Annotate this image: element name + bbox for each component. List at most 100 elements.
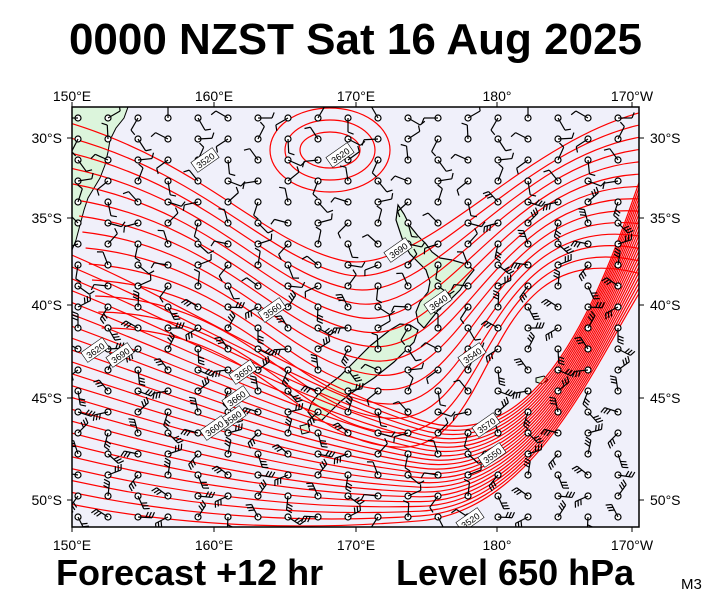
lat-tick-left-1: 30°S xyxy=(31,130,62,146)
wind-barb xyxy=(224,186,239,206)
wind-barb xyxy=(450,282,472,291)
wind-barb xyxy=(159,282,172,303)
wind-barb xyxy=(524,107,532,122)
wind-barb xyxy=(314,198,334,213)
contour-line xyxy=(72,260,639,493)
wind-barb xyxy=(613,247,622,269)
wind-barb xyxy=(344,382,364,395)
wind-barb xyxy=(511,487,532,500)
contour-line xyxy=(72,233,639,470)
wind-barb xyxy=(104,227,118,248)
wind-barb xyxy=(374,303,395,316)
wind-barb xyxy=(570,110,592,122)
wind-barb xyxy=(523,408,532,430)
wind-barb xyxy=(541,298,562,311)
contour-line xyxy=(85,210,639,376)
wind-barb xyxy=(182,198,202,211)
wind-barb xyxy=(524,331,535,353)
wind-barb xyxy=(218,208,232,227)
wind-barb xyxy=(429,492,442,513)
wind-barb xyxy=(278,240,292,261)
contour-line xyxy=(72,286,639,520)
wind-barb xyxy=(494,163,504,185)
wind-barb xyxy=(464,219,486,228)
wind-barb xyxy=(603,148,622,164)
wind-barb xyxy=(434,417,449,437)
wind-barb xyxy=(578,261,592,282)
wind-barb xyxy=(74,282,95,295)
wind-barb xyxy=(103,478,112,500)
wind-barb xyxy=(132,290,142,311)
wind-barb xyxy=(194,471,210,489)
wind-barb xyxy=(304,126,322,143)
lon-tick-bottom-5: 170°W xyxy=(611,537,654,553)
wind-barb xyxy=(330,197,352,206)
wind-barb xyxy=(304,282,322,298)
contour-line xyxy=(72,265,639,498)
contour-line xyxy=(72,223,639,461)
wind-barb xyxy=(74,261,82,283)
wind-barb xyxy=(404,345,422,362)
wind-barb xyxy=(74,387,87,407)
wind-barb xyxy=(374,205,383,227)
wind-barb xyxy=(210,110,232,122)
wind-barb xyxy=(301,513,322,523)
wind-barb xyxy=(602,177,622,190)
wind-barb xyxy=(464,324,482,341)
wind-barb xyxy=(390,175,412,185)
wind-barb xyxy=(554,500,567,521)
wind-barb xyxy=(104,107,121,122)
wind-barb xyxy=(607,429,622,449)
wind-barb xyxy=(284,261,300,279)
wind-barb xyxy=(91,508,112,521)
lat-tick-left-4: 45°S xyxy=(31,390,62,406)
wind-barb xyxy=(392,401,412,416)
wind-barb xyxy=(120,450,142,458)
wind-barb xyxy=(464,107,481,122)
wind-barb xyxy=(494,492,510,510)
wind-barb xyxy=(554,491,576,500)
wind-barb xyxy=(614,121,625,143)
wind-barb xyxy=(463,478,472,500)
wind-barb xyxy=(512,387,532,400)
wind-barb xyxy=(339,165,352,185)
wind-barb xyxy=(371,156,382,178)
wind-barb xyxy=(181,298,202,311)
wind-barb xyxy=(249,375,262,395)
wind-barb xyxy=(224,310,236,332)
wind-barb xyxy=(494,387,516,397)
wind-barb xyxy=(614,233,633,248)
wind-barb xyxy=(570,240,592,248)
wind-barb xyxy=(72,311,82,332)
wind-barb xyxy=(374,429,396,438)
wind-barb xyxy=(104,450,125,464)
wind-barb xyxy=(134,240,142,262)
wind-barb xyxy=(314,107,326,122)
wind-barb xyxy=(600,407,622,416)
wind-barb xyxy=(614,112,635,122)
contour-line xyxy=(98,256,639,434)
wind-barb xyxy=(332,422,352,437)
wind-barb xyxy=(214,336,232,353)
wind-barb xyxy=(150,132,172,143)
wind-barb xyxy=(284,387,303,403)
wind-barb xyxy=(420,471,442,479)
contour-line xyxy=(299,131,361,169)
wind-barb xyxy=(400,143,412,164)
wind-barb xyxy=(434,387,447,407)
wind-barb xyxy=(554,132,575,143)
wind-barb xyxy=(254,345,276,356)
wind-barb xyxy=(344,492,365,505)
wind-barb xyxy=(242,177,262,190)
wind-barb xyxy=(333,450,352,465)
contour-line xyxy=(72,112,639,263)
contour-line xyxy=(88,222,639,391)
wind-barb xyxy=(434,184,443,206)
wind-barb xyxy=(151,487,172,500)
wind-barb xyxy=(459,303,472,324)
lon-tick-bottom-3: 170°E xyxy=(337,537,375,553)
wind-barb xyxy=(103,429,112,451)
wind-barb xyxy=(463,429,472,451)
wind-barb xyxy=(254,219,274,234)
